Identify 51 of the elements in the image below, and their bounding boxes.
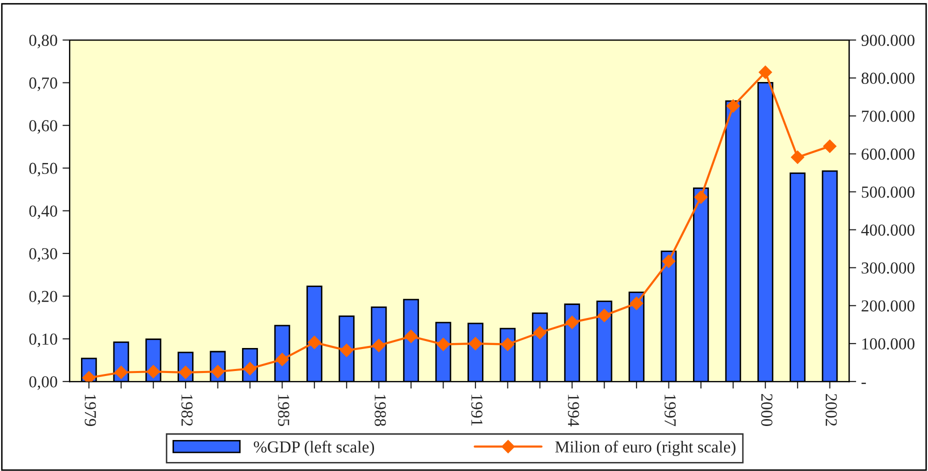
point xyxy=(146,365,160,378)
legend-label: %GDP (left scale) xyxy=(254,440,374,456)
point xyxy=(533,326,546,340)
y-tick-label: 0,00 xyxy=(29,376,58,390)
y2-tick-label: 600.000 xyxy=(862,148,914,160)
point xyxy=(436,338,450,351)
point xyxy=(598,308,611,322)
x-tick-label: 2002 xyxy=(826,394,837,426)
point xyxy=(790,150,804,164)
x-tick-label: 1982 xyxy=(181,394,193,426)
point xyxy=(82,371,96,382)
point xyxy=(308,336,321,350)
point xyxy=(823,140,836,153)
y-tick-label: 0,80 xyxy=(29,34,58,48)
y2-tick-label: 500.000 xyxy=(862,186,914,198)
point xyxy=(372,338,386,352)
x-tick-label: 1985 xyxy=(278,394,290,426)
point xyxy=(501,338,514,351)
y-tick-label: 0,20 xyxy=(29,290,58,304)
point xyxy=(276,352,289,366)
x-tick-label: 1988 xyxy=(374,394,386,426)
x-tick-label: 1991 xyxy=(471,394,482,426)
x-tick-label: 1979 xyxy=(84,394,96,426)
y-tick-label: 0,30 xyxy=(29,248,58,262)
y2-tick-label: 900.000 xyxy=(861,34,914,46)
point xyxy=(726,99,740,113)
y-tick-label: 0,60 xyxy=(29,120,58,134)
point xyxy=(662,254,676,268)
point xyxy=(340,344,354,357)
y2-tick-label: 100.000 xyxy=(862,338,914,350)
x-tick-label: 2000 xyxy=(761,394,772,426)
y-tick-label: 0,50 xyxy=(29,162,58,176)
point xyxy=(404,330,418,343)
point xyxy=(758,66,772,79)
y2-tick-label: - xyxy=(862,382,866,384)
legend-label: Milion of euro (right scale) xyxy=(555,440,736,456)
point xyxy=(468,336,482,350)
y2-tick-label: 800.000 xyxy=(862,72,914,84)
y2-tick-label: 200.000 xyxy=(862,300,914,312)
y2-tick-label: 300.000 xyxy=(862,262,914,274)
point xyxy=(694,190,708,204)
point xyxy=(114,366,128,379)
y2-tick-label: 700.000 xyxy=(862,110,914,122)
y-tick-label: 0,70 xyxy=(29,77,58,92)
y-tick-label: 0,40 xyxy=(29,205,58,220)
x-tick-label: 1997 xyxy=(664,394,676,426)
y-tick-label: 0,10 xyxy=(29,334,58,348)
x-tick-label: 1994 xyxy=(568,394,580,426)
point xyxy=(630,296,644,310)
y2-tick-label: 400.000 xyxy=(861,224,914,236)
point xyxy=(566,316,579,329)
